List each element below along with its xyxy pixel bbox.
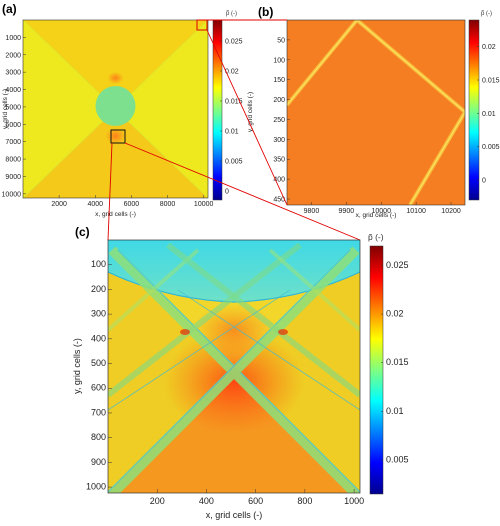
panel-b-xtick-label: 9900 (339, 208, 355, 215)
panel-a-ytick-label: 5000 (5, 104, 21, 111)
panel-b-ytick-label: 100 (273, 57, 285, 64)
panel-a-colorbar-tick-label: 0.01 (225, 129, 239, 136)
panel-c-colorbar (369, 245, 384, 495)
panel-a-zoom-box-b (196, 19, 208, 31)
panel-b-label: (b) (258, 5, 273, 19)
panel-c-xtick-label: 600 (248, 496, 263, 506)
panel-c-ytick-label: 400 (91, 333, 106, 343)
panel-a-xtick-label: 8000 (160, 201, 176, 208)
panel-b-xtick-label: 10000 (372, 208, 392, 215)
panel-b-colorbar (468, 19, 480, 201)
panel-b-colorbar-tick-label: 0.02 (482, 44, 496, 51)
panel-b-ytick-label: 450 (273, 197, 285, 204)
panel-b-colorbar-tick-label: 0.005 (482, 144, 500, 151)
panel-b-xlabel: x, grid cells (-) (356, 212, 397, 219)
panel-c: 200 400 600 800 1000 100 200 300 400 500 600 700 80… (72, 225, 409, 520)
panel-c-ytick-label: 700 (91, 407, 106, 417)
panel-b-frame (286, 19, 466, 206)
panel-a-ytick-label: 2000 (5, 52, 21, 59)
panel-a-zoom-box-c (110, 129, 126, 144)
panel-a-xlabel: x, grid cells (-) (95, 211, 136, 218)
panel-a-colorbar-tick-label: 0.005 (225, 159, 243, 166)
panel-b-ylabel: y, grid cells (-) (247, 92, 254, 132)
panel-a-ytick-label: 7000 (5, 139, 21, 146)
panel-a-ytick-label: 1000 (5, 35, 21, 42)
panel-a-heatmap (23, 20, 208, 198)
panel-c-xtick-label: 1000 (344, 496, 364, 506)
panel-c-label: (c) (75, 225, 90, 239)
panel-b-ytick-label: 50 (277, 37, 285, 44)
panel-c-colorbar-tick-label: 0.025 (386, 260, 409, 270)
panel-c-ytick-label: 200 (91, 284, 106, 294)
panel-c-ylabel: y, grid cells (-) (72, 338, 82, 394)
panel-a-xtick-label: 10000 (194, 201, 214, 208)
panel-c-colorbar-tick-label: 0.015 (386, 357, 409, 367)
panel-b: 9800 9900 10000 10100 10200 50 100 150 200 250 30… (247, 5, 500, 219)
panel-a-ylabel: y, grid cells (-) (2, 89, 9, 129)
panel-a-colorbar-label: p̃ (-) (226, 11, 237, 17)
panel-c-colorbar-tick-label: 0.005 (386, 454, 409, 464)
zoom-connectors (107, 19, 361, 241)
panel-a-ytick-label: 9000 (5, 174, 21, 181)
panel-a-ytick-label: 4000 (5, 87, 21, 94)
panel-c-xtick-label: 800 (297, 496, 312, 506)
panel-b-ytick-label: 300 (273, 137, 285, 144)
panel-b-colorbar-tick-label: 0 (482, 178, 486, 185)
panel-c-frame (107, 239, 361, 494)
panel-c-xtick-label: 200 (150, 496, 165, 506)
panel-c-ytick-label: 600 (91, 383, 106, 393)
panel-b-ytick-label: 350 (273, 157, 285, 164)
panel-a: 2000 4000 6000 8000 10000 1000 2000 3000 4000 50… (2, 2, 243, 218)
panel-c-ytick-label: 100 (91, 259, 106, 269)
panel-a-colorbar-tick-label: 0.02 (225, 69, 239, 76)
panel-c-heatmap (108, 240, 360, 493)
panel-c-ytick-label: 300 (91, 309, 106, 319)
panel-b-ytick-label: 150 (273, 77, 285, 84)
panel-b-ytick-label: 400 (273, 177, 285, 184)
panel-a-xtick-label: 4000 (87, 201, 103, 208)
panel-c-colorbar-tick-label: 0.01 (386, 406, 404, 416)
panel-c-ytick-label: 1000 (86, 482, 106, 492)
panel-a-colorbar-tick-label: 0.015 (225, 99, 243, 106)
panel-a-ytick-label: 10000 (2, 191, 22, 198)
panel-a-ytick-label: 3000 (5, 70, 21, 77)
panel-a-ytick-label: 8000 (5, 157, 21, 164)
panel-b-ytick-label: 250 (273, 117, 285, 124)
panel-c-xlabel: x, grid cells (-) (206, 510, 263, 520)
panel-c-colorbar-label: p̃ (-) (368, 232, 384, 242)
panel-b-colorbar-label: p̃ (-) (481, 11, 492, 17)
panel-a-colorbar-tick-label: 0 (225, 189, 229, 196)
panel-a-xtick-label: 6000 (124, 201, 140, 208)
panel-c-xtick-label: 400 (199, 496, 214, 506)
panel-a-xtick-label: 2000 (51, 201, 67, 208)
panel-a-frame (22, 19, 209, 199)
panel-a-ytick-label: 6000 (5, 122, 21, 129)
panel-b-xtick-label: 10100 (406, 208, 426, 215)
panel-b-xtick-label: 10200 (441, 208, 461, 215)
panel-c-ytick-label: 500 (91, 358, 106, 368)
panel-a-colorbar-tick-label: 0.025 (225, 39, 243, 46)
panel-c-ytick-label: 900 (91, 457, 106, 467)
panel-b-xtick-label: 9800 (304, 208, 320, 215)
panel-a-label: (a) (2, 2, 17, 16)
panel-b-colorbar-tick-label: 0.015 (482, 78, 500, 85)
panel-c-ytick-label: 800 (91, 432, 106, 442)
panel-b-ytick-label: 200 (273, 97, 285, 104)
panel-c-colorbar-tick-label: 0.02 (386, 309, 404, 319)
panel-b-colorbar-tick-label: 0.01 (482, 111, 496, 118)
panel-b-heatmap (287, 20, 465, 205)
